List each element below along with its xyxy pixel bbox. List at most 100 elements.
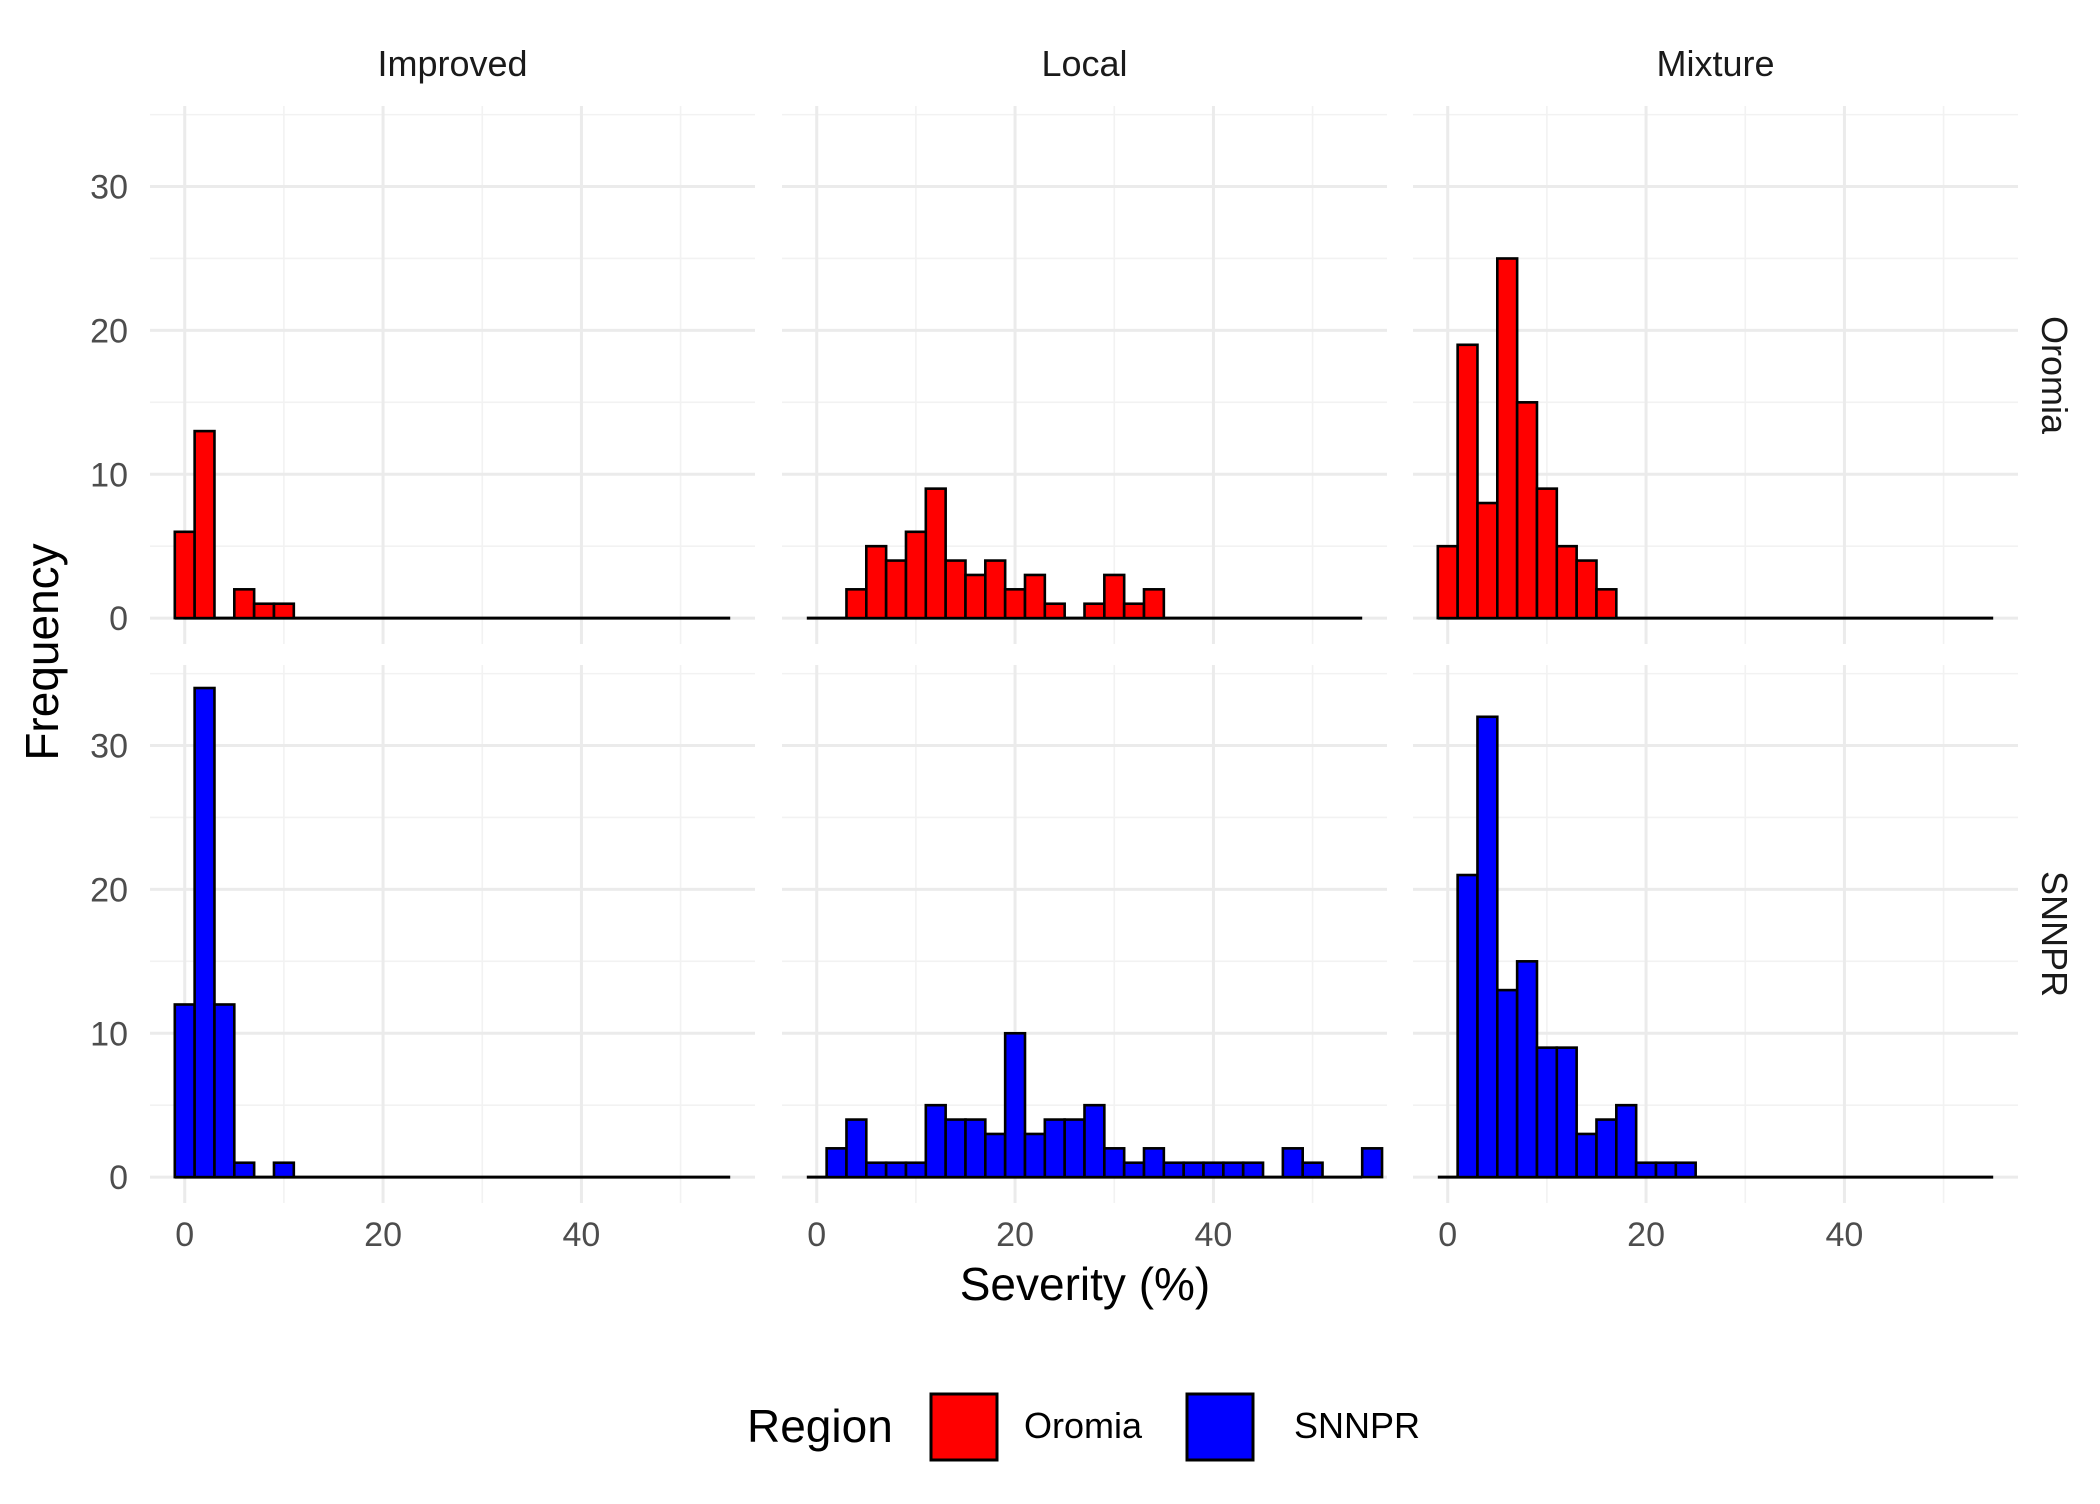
histogram-bar-local-snnpr	[944, 1118, 967, 1179]
histogram-bar-local-snnpr	[1103, 1147, 1126, 1179]
legend-label-oromia: Oromia	[1024, 1405, 1143, 1446]
legend-label-snnpr: SNNPR	[1294, 1405, 1420, 1446]
histogram-bar-local-oromia	[884, 559, 908, 620]
histogram-bar-local-oromia	[944, 559, 967, 620]
y-tick-label: 0	[109, 600, 128, 638]
histogram-bar-local-snnpr	[1162, 1161, 1185, 1179]
histogram-bar-local-snnpr	[1043, 1118, 1066, 1179]
x-tick-label: 0	[807, 1216, 826, 1254]
histogram-bar-mixture-snnpr	[1575, 1132, 1598, 1179]
histogram-bar-improved-snnpr	[213, 1003, 236, 1179]
histogram-bar-local-snnpr	[1281, 1147, 1304, 1179]
y-tick-label: 10	[90, 456, 128, 494]
histogram-bar-local-snnpr	[964, 1118, 987, 1179]
y-tick-label: 30	[90, 169, 128, 207]
histogram-bar-mixture-snnpr	[1674, 1161, 1697, 1179]
histogram-bar-local-oromia	[1023, 573, 1047, 620]
grid-layer	[150, 106, 2018, 1203]
histogram-bar-local-snnpr	[984, 1132, 1007, 1179]
histogram-bar-improved-snnpr	[233, 1161, 256, 1179]
histogram-bar-improved-oromia	[233, 588, 256, 620]
histogram-bar-mixture-oromia	[1436, 544, 1459, 620]
x-tick-label: 40	[1826, 1216, 1864, 1254]
legend: Region Oromia SNNPR	[747, 1392, 1420, 1462]
histogram-bar-mixture-oromia	[1476, 501, 1499, 620]
histogram-bar-mixture-snnpr	[1615, 1103, 1638, 1179]
histogram-bar-mixture-oromia	[1595, 588, 1618, 620]
histogram-bar-local-snnpr	[924, 1103, 947, 1179]
y-tick-label: 20	[90, 871, 128, 909]
y-tick-label: 10	[90, 1015, 128, 1053]
histogram-bar-local-oromia	[1142, 588, 1166, 620]
histogram-bar-local-snnpr	[1202, 1161, 1225, 1179]
histogram-bar-local-snnpr	[865, 1161, 888, 1179]
legend-swatch-oromia	[929, 1392, 999, 1462]
x-tick-label: 40	[563, 1216, 601, 1254]
x-axis-title: Severity (%)	[960, 1258, 1210, 1310]
histogram-bar-local-snnpr	[1301, 1161, 1324, 1179]
y-tick-label: 0	[109, 1159, 128, 1197]
histogram-bar-local-snnpr	[904, 1161, 928, 1179]
histogram-bar-mixture-snnpr	[1555, 1046, 1578, 1179]
facet-label-improved: Improved	[377, 43, 527, 84]
histogram-bar-local-oromia	[1003, 588, 1027, 620]
facet-label-snnpr: SNNPR	[2034, 871, 2075, 997]
histogram-bar-mixture-oromia	[1496, 257, 1519, 620]
histogram-bar-mixture-snnpr	[1535, 1046, 1559, 1179]
histogram-bar-mixture-snnpr	[1515, 960, 1539, 1179]
histogram-bar-improved-oromia	[252, 602, 276, 620]
y-axis-title: Frequency	[16, 543, 68, 760]
histogram-bar-local-snnpr	[825, 1147, 848, 1179]
histogram-bar-mixture-snnpr	[1476, 715, 1499, 1179]
facet-label-local: Local	[1041, 43, 1127, 84]
histogram-bar-local-snnpr	[845, 1118, 868, 1179]
histogram-bar-improved-oromia	[173, 530, 196, 620]
y-tick-label: 30	[90, 728, 128, 766]
histogram-bar-local-snnpr	[1083, 1103, 1106, 1179]
histogram-bar-local-snnpr	[884, 1161, 908, 1179]
x-tick-label: 20	[996, 1216, 1034, 1254]
histogram-bar-local-oromia	[1103, 573, 1126, 620]
histogram-bar-local-snnpr	[1182, 1161, 1205, 1179]
histogram-bar-local-snnpr	[1360, 1147, 1384, 1179]
histogram-bar-local-oromia	[964, 573, 987, 620]
facet-label-oromia: Oromia	[2034, 316, 2075, 435]
histogram-bar-local-snnpr	[1222, 1161, 1245, 1179]
x-tick-label: 0	[175, 1216, 194, 1254]
histogram-bar-improved-oromia	[193, 429, 216, 620]
histogram-bar-mixture-snnpr	[1595, 1118, 1618, 1179]
histogram-bar-mixture-oromia	[1555, 544, 1578, 620]
legend-title: Region	[747, 1400, 893, 1452]
histogram-bar-mixture-snnpr	[1496, 988, 1519, 1179]
histogram-bar-local-oromia	[845, 588, 868, 620]
histogram-bar-local-snnpr	[1241, 1161, 1265, 1179]
histogram-bar-local-snnpr	[1023, 1132, 1047, 1179]
histogram-bar-local-oromia	[1122, 602, 1146, 620]
histogram-bar-mixture-oromia	[1515, 401, 1539, 620]
histogram-bar-local-oromia	[1083, 602, 1106, 620]
x-tick-label: 20	[364, 1216, 402, 1254]
histogram-bar-local-oromia	[904, 530, 928, 620]
facet-label-mixture: Mixture	[1656, 43, 1774, 84]
histogram-bar-local-snnpr	[1122, 1161, 1146, 1179]
histogram-bar-local-snnpr	[1063, 1118, 1086, 1179]
histogram-bar-mixture-oromia	[1456, 343, 1479, 620]
x-tick-label: 20	[1627, 1216, 1665, 1254]
histogram-bar-local-snnpr	[1003, 1031, 1027, 1179]
bars-layer	[173, 257, 1994, 1179]
histogram-bar-improved-snnpr	[193, 686, 216, 1179]
y-tick-label: 20	[90, 312, 128, 350]
histogram-bar-local-oromia	[1043, 602, 1066, 620]
histogram-bar-mixture-snnpr	[1456, 873, 1479, 1179]
x-tick-label: 40	[1195, 1216, 1233, 1254]
histogram-bar-local-oromia	[865, 544, 888, 620]
histogram-bar-improved-oromia	[272, 602, 296, 620]
histogram-bar-mixture-snnpr	[1634, 1161, 1658, 1179]
x-tick-label: 0	[1438, 1216, 1457, 1254]
histogram-bar-improved-snnpr	[173, 1003, 196, 1179]
histogram-bar-improved-snnpr	[272, 1161, 296, 1179]
histogram-bar-mixture-snnpr	[1654, 1161, 1678, 1179]
histogram-bar-local-oromia	[984, 559, 1007, 620]
